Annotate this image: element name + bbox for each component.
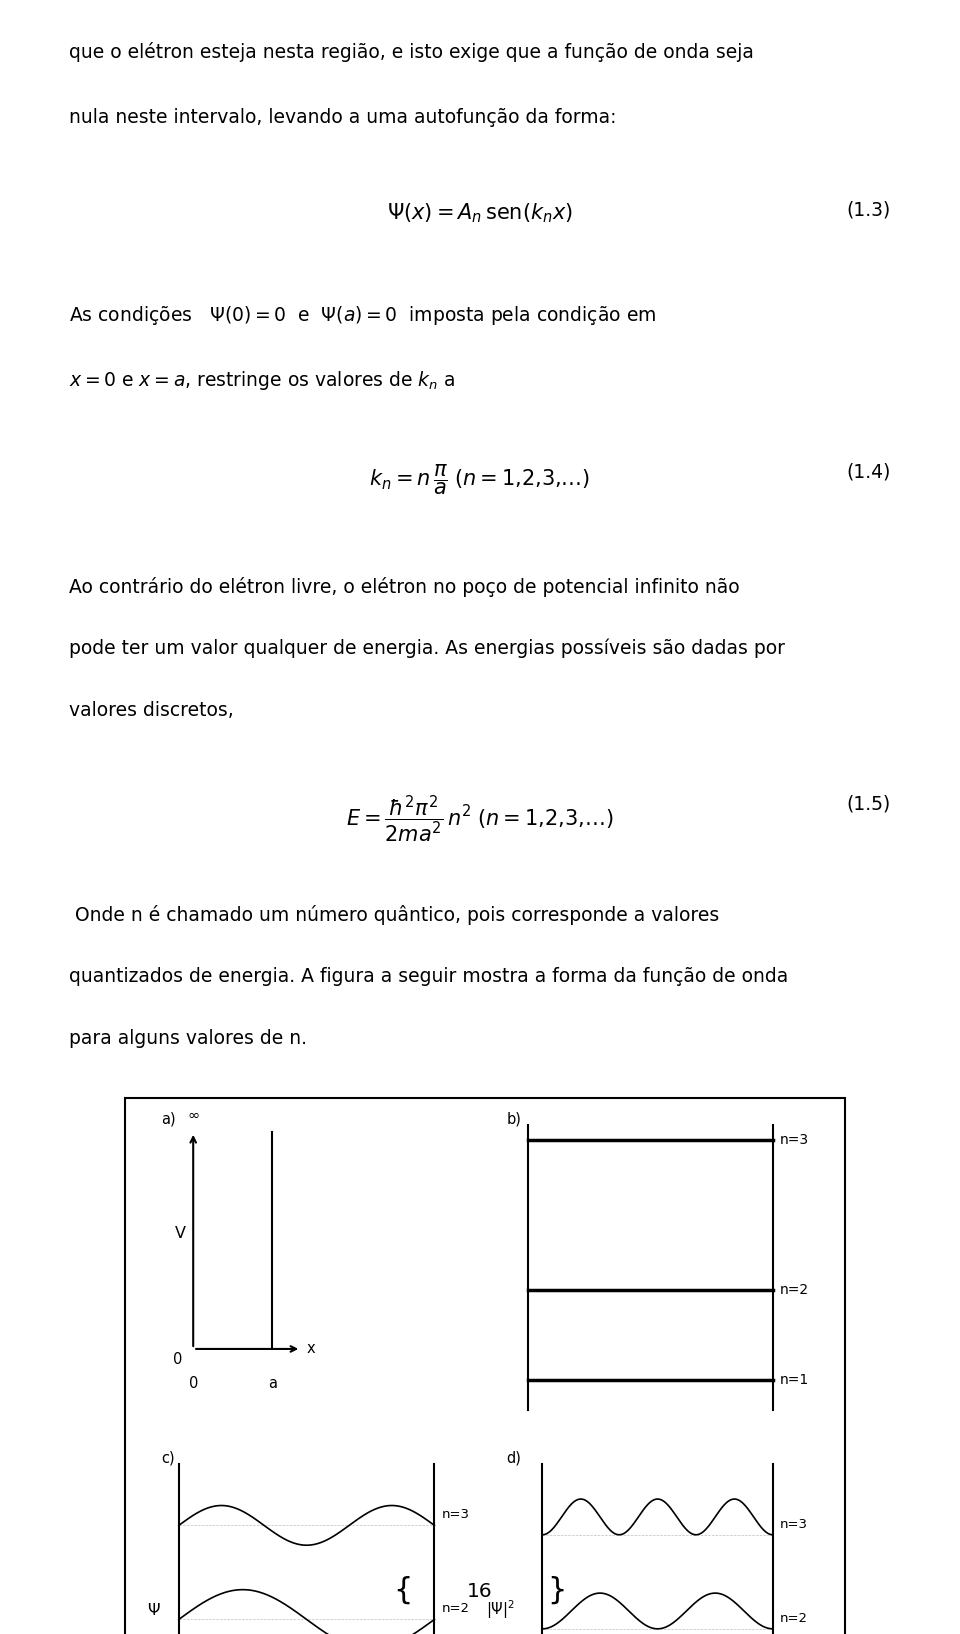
Text: (1.3): (1.3) — [847, 201, 891, 221]
Text: V: V — [175, 1226, 185, 1242]
Text: a): a) — [161, 1111, 176, 1126]
Text: n=3: n=3 — [780, 1132, 809, 1147]
Text: c): c) — [161, 1451, 175, 1466]
Text: $\Psi$: $\Psi$ — [147, 1601, 161, 1618]
Text: (1.5): (1.5) — [847, 794, 891, 814]
Text: n=2: n=2 — [780, 1283, 809, 1297]
Text: Ao contrário do elétron livre, o elétron no poço de potencial infinito não: Ao contrário do elétron livre, o elétron… — [69, 577, 740, 596]
Text: }: } — [547, 1575, 566, 1605]
Text: 0: 0 — [173, 1353, 182, 1368]
Text: que o elétron esteja nesta região, e isto exige que a função de onda seja: que o elétron esteja nesta região, e ist… — [69, 42, 754, 62]
Text: $k_n = n\,\dfrac{\pi}{a}\;(n = 1{,}2{,}3{,}\ldots)$: $k_n = n\,\dfrac{\pi}{a}\;(n = 1{,}2{,}3… — [370, 462, 590, 497]
Text: n=3: n=3 — [442, 1508, 469, 1521]
Text: Onde n é chamado um número quântico, pois corresponde a valores: Onde n é chamado um número quântico, poi… — [69, 905, 719, 925]
Text: n=3: n=3 — [780, 1518, 808, 1531]
Text: a: a — [268, 1376, 276, 1391]
Bar — [125, 1098, 845, 1634]
Text: $x = 0$ e $x = a$, restringe os valores de $k_n$ a: $x = 0$ e $x = a$, restringe os valores … — [69, 369, 455, 392]
Text: n=2: n=2 — [442, 1603, 469, 1614]
Text: $|\Psi|^2$: $|\Psi|^2$ — [486, 1598, 515, 1621]
Text: $\Psi(x) = A_n\,\mathrm{sen}(k_n x)$: $\Psi(x) = A_n\,\mathrm{sen}(k_n x)$ — [387, 201, 573, 224]
Text: n=2: n=2 — [780, 1611, 808, 1624]
Text: b): b) — [507, 1111, 521, 1126]
Text: para alguns valores de n.: para alguns valores de n. — [69, 1029, 307, 1049]
Text: n=1: n=1 — [780, 1373, 809, 1387]
Text: As condições   $\Psi(0) = 0$  e  $\Psi(a) = 0$  imposta pela condição em: As condições $\Psi(0) = 0$ e $\Psi(a) = … — [69, 304, 657, 327]
Text: valores discretos,: valores discretos, — [69, 701, 234, 721]
Text: d): d) — [507, 1451, 521, 1466]
Text: $\infty$: $\infty$ — [187, 1106, 200, 1123]
Text: nula neste intervalo, levando a uma autofunção da forma:: nula neste intervalo, levando a uma auto… — [69, 108, 616, 127]
Text: pode ter um valor qualquer de energia. As energias possíveis são dadas por: pode ter um valor qualquer de energia. A… — [69, 639, 785, 659]
Text: x: x — [307, 1342, 316, 1356]
Text: 0: 0 — [188, 1376, 198, 1391]
Text: {: { — [394, 1575, 413, 1605]
Text: 16: 16 — [468, 1582, 492, 1601]
Text: $E = \dfrac{\hbar^2\pi^2}{2ma^2}\,n^2\;(n = 1{,}2{,}3{,}\ldots)$: $E = \dfrac{\hbar^2\pi^2}{2ma^2}\,n^2\;(… — [347, 794, 613, 845]
Text: quantizados de energia. A figura a seguir mostra a forma da função de onda: quantizados de energia. A figura a segui… — [69, 967, 788, 987]
Text: (1.4): (1.4) — [847, 462, 891, 482]
